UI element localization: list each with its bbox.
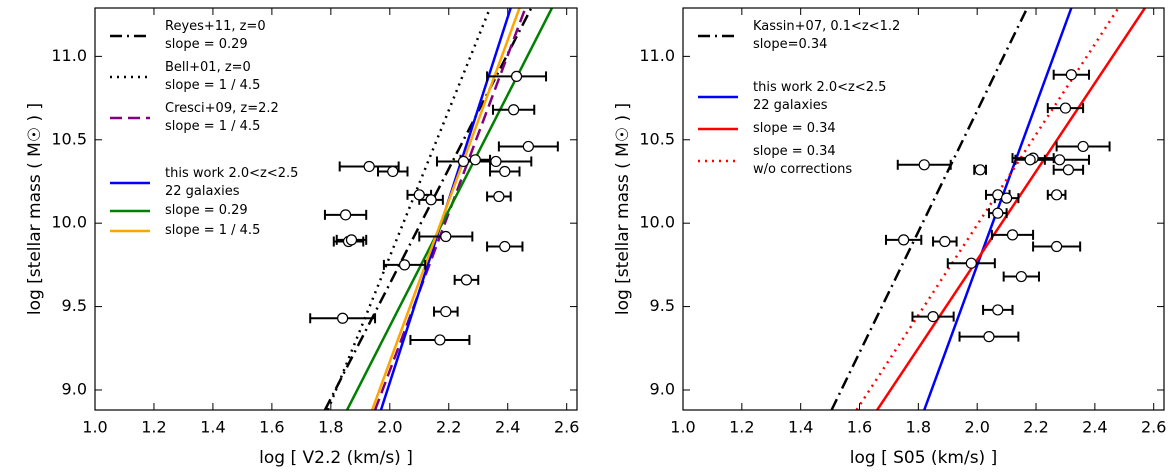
point (939, 235, 951, 248)
x-tick-label: 1.8 (318, 418, 343, 437)
x-tick-label: 2.4 (495, 418, 520, 437)
fit-line (876, 8, 1146, 410)
y-tick-label: 11.0 (639, 46, 675, 65)
point (510, 70, 523, 82)
legend-label: slope = 0.34 w/o corrections (753, 144, 853, 177)
legend-label: Bell+01, z=0 slope = 1 / 4.5 (165, 60, 261, 93)
legend-label: this work 2.0<z<2.5 22 galaxies (753, 80, 887, 113)
legend-label: slope = 1 / 4.5 (165, 223, 261, 238)
point (337, 312, 349, 324)
point (508, 104, 520, 116)
point (1051, 240, 1063, 253)
y-tick-label: 10.5 (51, 129, 87, 148)
point (363, 160, 375, 173)
point (413, 189, 425, 201)
point (460, 274, 473, 286)
point (457, 155, 470, 168)
x-tick-label: 1.0 (670, 418, 695, 437)
x-tick-label: 1.6 (847, 418, 872, 437)
plot-frame (682, 7, 1165, 411)
legend-label: this work 2.0<z<2.5 22 galaxies (165, 166, 299, 199)
x-tick-label: 2.2 (1023, 418, 1048, 437)
y-tick-label: 11.0 (51, 46, 87, 65)
point (1001, 192, 1013, 204)
y-tick-label: 10.0 (639, 213, 675, 232)
x-tick-label: 2.2 (436, 418, 461, 437)
point (469, 154, 481, 166)
x-axis-label: log [ V2.2 (km/s) ] (259, 448, 413, 468)
point (1053, 154, 1066, 166)
fit-line (323, 8, 533, 410)
point (499, 240, 511, 253)
panel: 1.0 1.2 1.4 1.6 1.8 2.0 2.2 2.4 2.6 9.0 9.5 10.0 10.… (25, 7, 579, 468)
x-axis-label: log [ S05 (km/s) ] (850, 448, 997, 468)
point (974, 164, 986, 176)
x-tick-label: 1.4 (788, 418, 813, 437)
legend-label: Kassin+07, 0.1<z<1.2 slope=0.34 (753, 19, 901, 52)
x-tick-label: 1.2 (729, 418, 754, 437)
x-tick-label: 1.2 (141, 418, 166, 437)
point (398, 259, 411, 271)
point (440, 230, 452, 243)
point (339, 209, 352, 221)
x-tick-label: 2.0 (377, 418, 402, 437)
y-tick-label: 9.5 (62, 296, 87, 315)
fit-line (855, 8, 1120, 410)
panel: 1.0 1.2 1.4 1.6 1.8 2.0 2.2 2.4 2.6 9.0 9.5 10.0 10.… (613, 7, 1166, 468)
point (1006, 229, 1019, 241)
legend-label: slope = 0.29 (165, 203, 248, 218)
y-axis-label: log [stellar mass ( M☉ ) ] (613, 103, 633, 315)
y-tick-label: 10.5 (639, 129, 675, 148)
x-tick-label: 1.4 (200, 418, 225, 437)
y-tick-label: 9.0 (650, 379, 675, 398)
point (1059, 102, 1072, 114)
fit-line (326, 8, 492, 410)
x-tick-label: 2.4 (1082, 418, 1107, 437)
fit-line (830, 8, 1029, 410)
point (918, 159, 930, 171)
legend-label: Reyes+11, z=0 slope = 0.29 (165, 19, 266, 52)
x-tick-label: 1.8 (906, 418, 931, 437)
x-tick-label: 2.6 (1141, 418, 1166, 437)
point (1062, 164, 1074, 176)
point (499, 165, 511, 178)
point (434, 334, 446, 346)
y-tick-label: 9.0 (62, 379, 87, 398)
fit-line (370, 8, 521, 410)
point (522, 140, 534, 153)
point (345, 234, 358, 246)
point (1015, 270, 1027, 283)
legend-label: Cresci+09, z=2.2 slope = 1 / 4.5 (165, 101, 279, 134)
point (1051, 189, 1063, 201)
point (983, 331, 995, 343)
y-axis-label: log [stellar mass ( M☉ ) ] (25, 103, 45, 315)
plot-area (830, 8, 1146, 410)
point (965, 257, 977, 269)
y-tick-label: 10.0 (51, 213, 87, 232)
point (490, 155, 502, 168)
point (425, 194, 437, 206)
x-tick-label: 1.0 (82, 418, 107, 437)
point (992, 304, 1004, 316)
x-tick-label: 1.6 (259, 418, 284, 437)
fit-line (345, 8, 554, 410)
y-tick-label: 9.5 (650, 296, 675, 315)
plot-frame (94, 7, 578, 411)
point (992, 207, 1004, 219)
x-tick-label: 2.0 (964, 418, 989, 437)
point (440, 305, 452, 318)
point (898, 234, 910, 246)
point (1077, 140, 1089, 153)
x-tick-label: 2.6 (554, 418, 579, 437)
point (1024, 154, 1036, 166)
point (493, 190, 505, 203)
plot-area (309, 8, 559, 410)
legend-label: slope = 0.34 (753, 121, 836, 136)
point (1065, 69, 1077, 81)
point (387, 165, 399, 178)
point (927, 310, 939, 323)
